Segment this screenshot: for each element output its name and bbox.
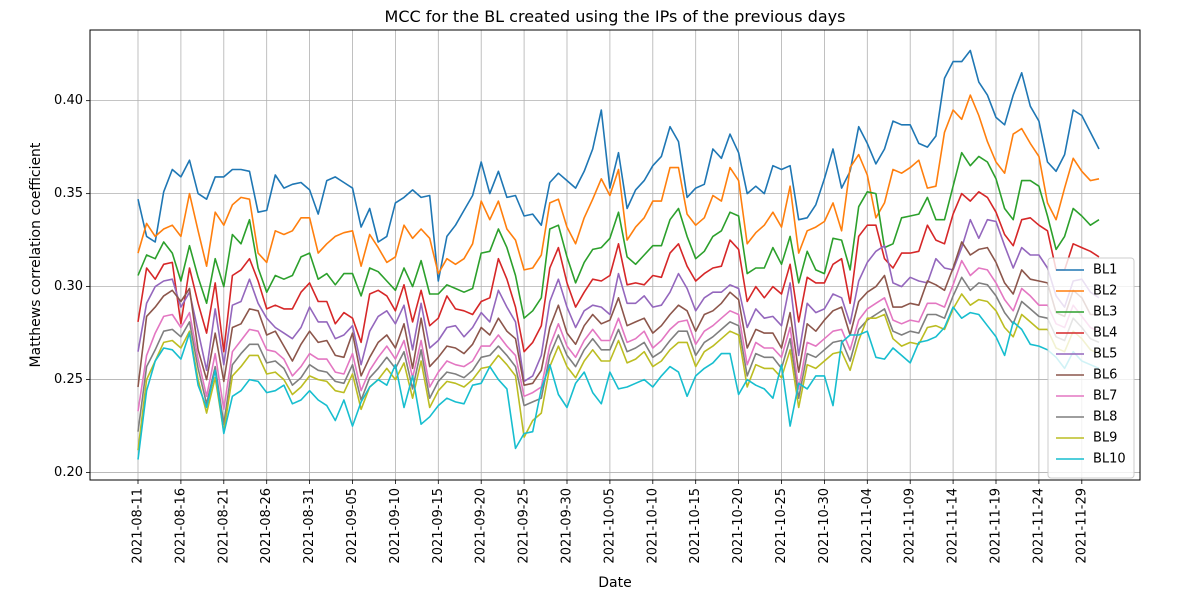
legend-label: BL6: [1093, 368, 1117, 383]
series-line-bl1: [137, 49, 1100, 282]
x-tick-label: 2021-09-10: [388, 488, 403, 564]
y-tick-label: 0.30: [54, 279, 83, 294]
y-tick-label: 0.20: [54, 465, 83, 480]
x-tick-label: 2021-11-29: [1074, 488, 1089, 564]
series-line-bl9: [137, 293, 1100, 451]
series-line-bl8: [137, 276, 1100, 432]
legend-label: BL7: [1093, 389, 1117, 404]
legend-label: BL8: [1093, 410, 1117, 425]
legend-box: [1047, 257, 1135, 479]
x-tick-label: 2021-10-20: [731, 488, 746, 564]
y-tick-label: 0.25: [54, 372, 83, 387]
x-tick-label: 2021-09-25: [517, 488, 532, 564]
legend-label: BL3: [1093, 305, 1117, 320]
series-lines: [137, 49, 1100, 460]
x-tick-label: 2021-10-30: [817, 488, 832, 564]
series-line-bl7: [137, 259, 1100, 412]
x-tick-label: 2021-11-24: [1031, 488, 1046, 564]
y-axis: 0.20 0.25 0.30 0.35 0.40: [54, 93, 90, 480]
series-line-bl5: [137, 218, 1100, 383]
x-tick-label: 2021-08-31: [302, 488, 317, 564]
legend-label: BL10: [1093, 452, 1126, 467]
x-tick-label: 2021-10-10: [645, 488, 660, 564]
x-tick-label: 2021-10-15: [688, 488, 703, 564]
y-axis-label: Matthews correlation coefficient: [28, 142, 44, 367]
x-tick-label: 2021-08-21: [216, 488, 231, 564]
y-tick-label: 0.35: [54, 186, 83, 201]
x-tick-label: 2021-08-26: [259, 488, 274, 564]
x-tick-label: 2021-09-15: [431, 488, 446, 564]
series-line-bl3: [137, 151, 1100, 320]
y-tick-label: 0.40: [54, 93, 83, 108]
x-tick-label: 2021-10-05: [602, 488, 617, 564]
x-axis-label: Date: [598, 575, 631, 591]
plot-area-frame: [89, 29, 1141, 481]
x-tick-label: 2021-11-09: [903, 488, 918, 564]
x-tick-label: 2021-10-25: [774, 488, 789, 564]
x-tick-label: 2021-09-20: [474, 488, 489, 564]
x-tick-label: 2021-11-14: [946, 488, 961, 564]
legend-label: BL4: [1093, 326, 1117, 341]
x-tick-label: 2021-08-11: [131, 488, 146, 564]
x-tick-label: 2021-08-16: [173, 488, 188, 564]
legend-label: BL1: [1093, 263, 1117, 278]
legend-label: BL2: [1093, 284, 1117, 299]
series-line-bl6: [137, 241, 1099, 388]
series-line-bl4: [137, 191, 1100, 353]
legend-label: BL5: [1093, 347, 1117, 362]
x-tick-label: 2021-11-19: [989, 488, 1004, 564]
x-axis: 2021-08-11 2021-08-16 2021-08-21 2021-08-26…: [131, 480, 1089, 564]
legend-label: BL9: [1093, 431, 1117, 446]
legend: BL1 BL2 BL3 BL4 BL5 BL6 BL7 BL8 BL9 BL10: [1047, 257, 1135, 479]
x-tick-label: 2021-09-05: [345, 488, 360, 564]
series-line-bl10: [137, 306, 1100, 460]
series-line-bl2: [137, 94, 1100, 275]
x-tick-label: 2021-11-04: [860, 488, 875, 564]
x-tick-label: 2021-09-30: [560, 488, 575, 564]
chart-title: MCC for the BL created using the IPs of …: [385, 7, 846, 26]
